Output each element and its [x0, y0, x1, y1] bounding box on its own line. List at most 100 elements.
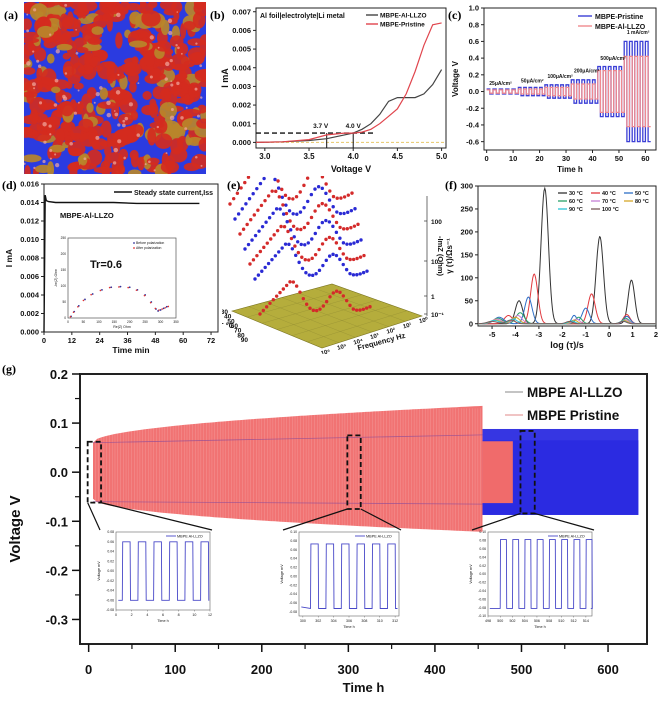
x-tick-label: 3.5 — [303, 152, 315, 161]
morphology-highlight — [124, 116, 129, 121]
eis-data-point — [258, 181, 263, 186]
y-tick-label: 0.2 — [469, 70, 479, 79]
eis-data-point — [334, 230, 339, 235]
y-tick-label: 0 — [469, 319, 473, 328]
y-tick-label: 0.002 — [232, 101, 251, 110]
x-tick-label: 200 — [251, 662, 273, 677]
y-tick-label: 50 — [227, 318, 235, 325]
zoom-connector — [360, 508, 402, 531]
y-tick-label: 250 — [460, 205, 473, 214]
z-tick-label: 10 — [431, 259, 439, 266]
morphology-blob — [137, 3, 154, 14]
inset-y-tick-label: 150 — [61, 268, 67, 272]
eis-data-point — [260, 269, 264, 273]
inset-y-tick-label: 50 — [62, 300, 66, 304]
eis-data-point — [302, 225, 307, 230]
eis-data-point — [298, 190, 302, 194]
eis-data-point — [341, 241, 346, 245]
z-axis-label: -ImZ (Ohm) — [436, 236, 444, 276]
y-tick-label: 0.012 — [20, 217, 39, 226]
eis-data-point — [228, 202, 232, 206]
eis-data-point — [284, 283, 289, 288]
morphology-blob — [149, 68, 161, 78]
eis-data-point — [331, 205, 335, 209]
eis-data-point — [288, 280, 292, 284]
morphology-blob — [38, 99, 56, 111]
eis-data-point — [294, 195, 299, 199]
eis-data-point — [294, 284, 299, 288]
morphology-highlight — [170, 108, 174, 111]
eis-data-point — [251, 258, 256, 262]
morphology-highlight — [73, 111, 77, 115]
current-density-annotation: 100μA/cm² — [548, 74, 574, 80]
y-tick-label: 30 — [222, 309, 228, 316]
inset-x-tick-label: 306 — [346, 619, 352, 623]
eis-data-point — [356, 222, 360, 227]
eis-data-point — [338, 290, 342, 295]
inset-y-tick-label: 0.08 — [479, 539, 486, 543]
legend-label: MBPE-Pristine — [595, 14, 643, 21]
y-tick-label: 60 — [231, 323, 239, 330]
eis-data-point — [253, 277, 257, 281]
morphology-highlight — [153, 169, 156, 172]
eis-data-point — [331, 194, 336, 199]
zoom-connector — [100, 502, 213, 531]
x-tick-label: 300 — [337, 662, 359, 677]
eis-data-point — [269, 237, 273, 241]
morphology-blob — [181, 117, 202, 131]
plot-frame — [79, 373, 648, 645]
eis-data-point — [320, 242, 325, 246]
eis-data-point — [258, 312, 262, 316]
inset-y-tick-label: -0.04 — [478, 589, 486, 593]
current-density-annotation: 25μA/cm² — [489, 81, 512, 87]
eis-data-point — [243, 180, 247, 185]
morphology-blob — [146, 157, 160, 165]
morphology-blob — [79, 154, 88, 166]
zoom-connector — [471, 512, 521, 531]
eis-data-point — [317, 247, 321, 252]
panel-label-text: (a) — [4, 8, 18, 22]
inset-y-tick-label: 0.06 — [479, 547, 486, 551]
eis-data-point — [263, 198, 267, 203]
inset-data-point — [101, 288, 103, 291]
morphology-blob — [129, 40, 148, 48]
x-tick-label: 10 — [509, 154, 517, 163]
panel-label-c: (c) — [448, 8, 461, 23]
x-tick-label: 10⁴ — [353, 338, 364, 346]
inset-x-axis-label: Time h — [534, 625, 545, 629]
morphology-blob — [93, 166, 114, 174]
inset-x-tick-label: 8 — [178, 613, 180, 617]
y-tick-label: -0.1 — [46, 514, 68, 529]
inset-x-tick-label: 512 — [571, 619, 577, 623]
eis-data-point — [256, 208, 260, 212]
y-tick-label: 1.0 — [469, 4, 479, 13]
morphology-highlight — [26, 29, 30, 33]
eis-data-point — [359, 238, 363, 242]
y-tick-label: 40 — [224, 314, 232, 321]
inset-x-tick-label: 504 — [522, 619, 528, 623]
inset-y-tick-label: -0.02 — [478, 581, 486, 585]
inset-data-point — [161, 308, 163, 310]
morphology-highlight — [32, 50, 35, 53]
morphology-highlight — [48, 33, 52, 36]
eis-data-point — [262, 245, 266, 250]
inset-x-tick-label: 0 — [115, 613, 117, 617]
inset-x-tick-label: 200 — [127, 320, 133, 324]
eis-data-point — [296, 250, 301, 255]
morphology-blob — [24, 31, 40, 39]
morphology-blob — [94, 65, 103, 72]
inset-frame — [487, 531, 593, 617]
morphology-highlight — [195, 156, 198, 159]
eis-data-point — [249, 218, 253, 222]
inset-data-point — [158, 309, 160, 311]
inset-y-tick-label: -0.10 — [478, 614, 486, 618]
eis-data-point — [283, 242, 288, 246]
morphology-blob — [24, 67, 36, 75]
eis-data-point — [327, 235, 332, 240]
legend-label: 60 °C — [569, 199, 583, 205]
morphology-blob — [196, 118, 206, 129]
inset-data-point — [167, 305, 170, 308]
y-tick-label: -0.6 — [466, 137, 479, 146]
z-tick-label: 10⁻¹ — [431, 312, 444, 319]
morphology-blob — [115, 32, 123, 49]
